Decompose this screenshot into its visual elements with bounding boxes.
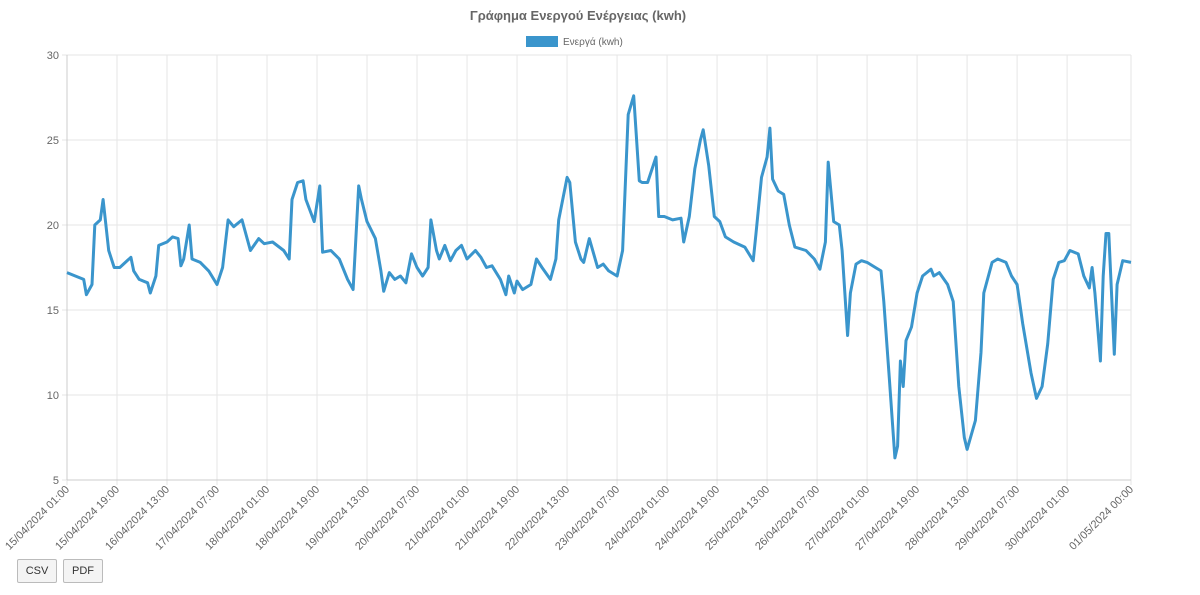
chart-title: Γράφημα Ενεργού Ενέργειας (kwh): [470, 8, 686, 23]
y-tick-label: 5: [53, 475, 59, 487]
csv-button[interactable]: CSV: [17, 559, 57, 583]
y-tick-label: 15: [47, 305, 59, 317]
data-line: [66, 94, 1132, 460]
chart: Γράφημα Ενεργού Ενέργειας (kwh) 5 10 15 20 2…: [3, 8, 1136, 553]
legend-label: Ενεργά (kwh): [563, 36, 623, 48]
x-tick-label: 01/05/2024 00:00: [1067, 484, 1136, 553]
y-tick-label: 20: [47, 220, 59, 232]
y-tick-label: 30: [47, 50, 59, 62]
pdf-button[interactable]: PDF: [63, 559, 103, 583]
legend-swatch: [526, 36, 558, 47]
y-tick-label: 10: [47, 390, 59, 402]
y-tick-label: 25: [47, 135, 59, 147]
